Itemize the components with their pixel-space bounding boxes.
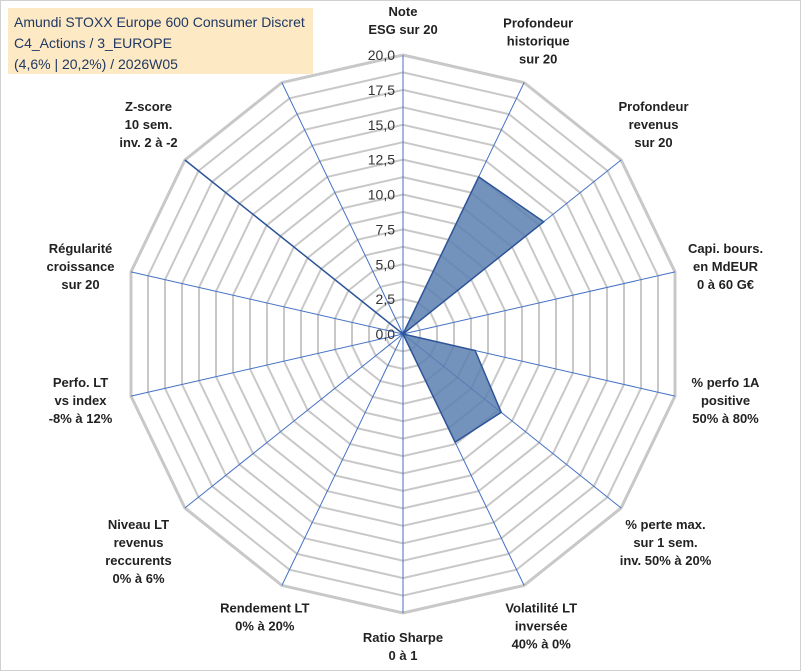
axis-label-line: Régularité — [49, 241, 113, 256]
axis-label-11: Régularité croissance sur 20 — [47, 241, 115, 292]
spoke-8 — [281, 333, 404, 586]
axis-label-line: revenus — [629, 117, 679, 132]
axis-label-0: Note ESG sur 20 — [368, 4, 437, 37]
axis-label-line: -8% à 12% — [49, 411, 113, 426]
axis-label-line: sur 20 — [634, 135, 672, 150]
axis-label-line: Perfo. LT — [53, 375, 108, 390]
axis-label-line: vs index — [54, 393, 107, 408]
axis-label-line: 0% à 20% — [235, 618, 295, 633]
axis-label-line: Rendement LT — [220, 600, 309, 615]
axis-label-line: 40% à 0% — [512, 636, 572, 651]
tick-label: 2,5 — [376, 291, 396, 307]
chart-title-line-2: C4_Actions / 3_EUROPE — [14, 35, 172, 51]
axis-label-2: Profondeur revenus sur 20 — [618, 99, 688, 150]
axis-label-4: % perfo 1A positive 50% à 80% — [692, 375, 761, 426]
axis-label-3: Capi. bours. en MdEUR 0 à 60 G€ — [688, 241, 763, 292]
axis-label-line: Note — [389, 4, 418, 19]
axis-label-line: revenus — [114, 535, 164, 550]
tick-label: 15,0 — [368, 117, 395, 133]
chart-title-line-1: Amundi STOXX Europe 600 Consumer Discret — [14, 14, 305, 30]
axis-label-line: sur 1 sem. — [633, 535, 697, 550]
axis-label-line: reccurents — [105, 553, 171, 568]
tick-label: 10,0 — [368, 187, 395, 203]
axis-label-line: Ratio Sharpe — [363, 630, 443, 645]
spoke-3 — [402, 271, 676, 335]
axis-label-line: Profondeur — [618, 99, 688, 114]
axis-label-line: 0% à 6% — [112, 571, 164, 586]
axis-label-line: positive — [701, 393, 750, 408]
axis-label-line: Volatilité LT — [505, 600, 577, 615]
axis-label-line: Niveau LT — [108, 517, 169, 532]
axis-label-line: sur 20 — [519, 52, 557, 67]
axis-label-line: Z-score — [125, 99, 172, 114]
axis-label-line: Capi. bours. — [688, 241, 763, 256]
spoke-9 — [184, 333, 404, 509]
axis-label-12: Z-score 10 sem. inv. 2 à -2 — [119, 99, 177, 150]
axis-label-line: 50% à 80% — [692, 411, 759, 426]
axis-label-6: Volatilité LT inversée 40% à 0% — [505, 600, 577, 651]
axis-label-line: 0 à 60 G€ — [697, 277, 754, 292]
axis-label-line: inversée — [515, 618, 568, 633]
axis-label-9: Niveau LT revenus reccurents 0% à 6% — [105, 517, 171, 586]
spoke-10 — [130, 333, 404, 397]
axis-label-line: % perte max. — [625, 517, 705, 532]
axis-label-line: 10 sem. — [125, 117, 173, 132]
axis-label-line: ESG sur 20 — [368, 22, 437, 37]
data-area — [184, 159, 545, 444]
axis-label-5: % perte max. sur 1 sem. inv. 50% à 20% — [620, 517, 712, 568]
axis-label-line: Profondeur — [503, 16, 573, 31]
tick-label: 0,0 — [376, 326, 396, 342]
axis-label-line: 0 à 1 — [389, 648, 418, 663]
tick-label: 7,5 — [376, 221, 396, 237]
axis-label-line: inv. 50% à 20% — [620, 553, 712, 568]
spoke-11 — [130, 271, 404, 335]
chart-title-line-3: (4,6% | 20,2%) / 2026W05 — [14, 56, 178, 72]
axis-label-10: Perfo. LT vs index -8% à 12% — [49, 375, 113, 426]
axis-label-line: inv. 2 à -2 — [119, 135, 177, 150]
axis-label-line: croissance — [47, 259, 115, 274]
axis-label-line: sur 20 — [61, 277, 99, 292]
tick-label: 17,5 — [368, 82, 395, 98]
axis-label-8: Rendement LT 0% à 20% — [220, 600, 309, 633]
spoke-13 — [281, 82, 404, 335]
axis-label-7: Ratio Sharpe 0 à 1 — [363, 630, 443, 663]
tick-label: 5,0 — [376, 256, 396, 272]
axis-label-line: en MdEUR — [693, 259, 759, 274]
tick-label: 12,5 — [368, 152, 395, 168]
axis-label-line: % perfo 1A — [692, 375, 761, 390]
axis-label-1: Profondeur historique sur 20 — [503, 16, 573, 67]
axis-label-line: historique — [507, 34, 570, 49]
tick-label: 20,0 — [368, 47, 395, 63]
chart-title-box: Amundi STOXX Europe 600 Consumer Discret… — [8, 8, 313, 74]
